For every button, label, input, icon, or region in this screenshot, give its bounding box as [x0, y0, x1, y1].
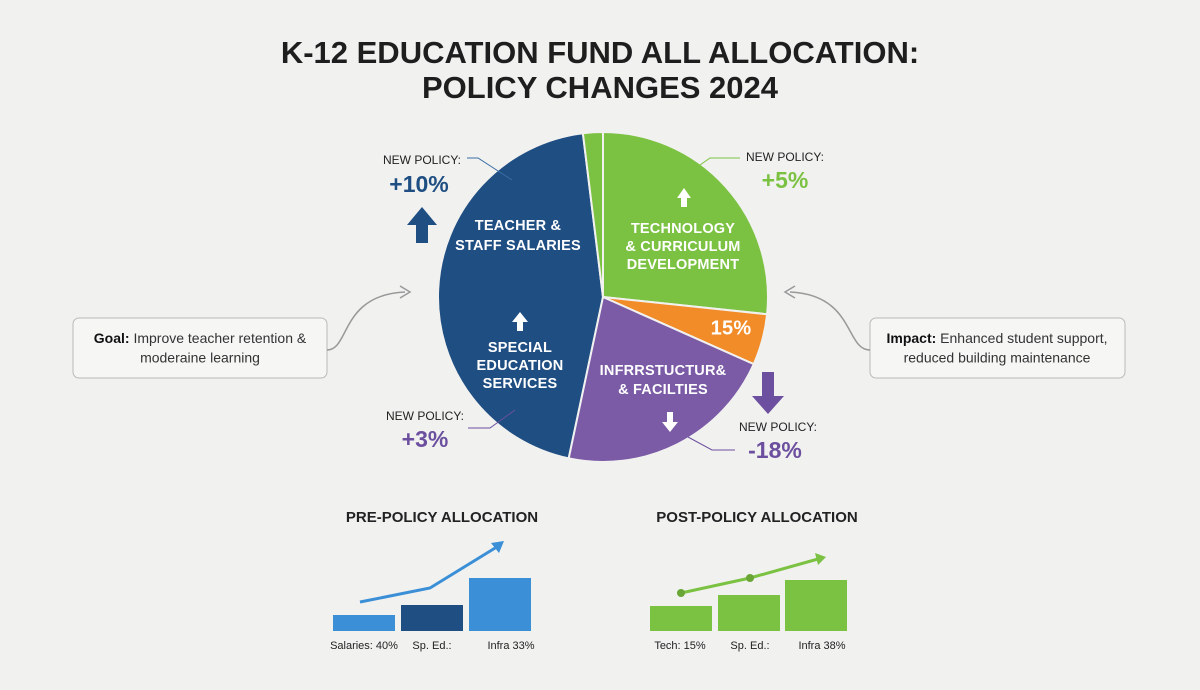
- segment-label: INFRRSTUCTUR&: [600, 363, 727, 379]
- mini-chart-title: PRE-POLICY ALLOCATION: [346, 509, 538, 526]
- goal-line: Improve teacher retention &: [133, 330, 306, 346]
- trend-head: [491, 541, 504, 553]
- callout-value: +10%: [389, 171, 448, 197]
- mini-bar: [650, 606, 712, 631]
- impact-line: reduced building maintenance: [904, 350, 1091, 366]
- mini-chart-title: POST-POLICY ALLOCATION: [656, 509, 857, 526]
- segment-label: TEACHER &: [475, 218, 562, 234]
- goal-line: moderaine learning: [140, 350, 260, 366]
- connector-head: [399, 285, 412, 299]
- connector: [326, 291, 406, 351]
- segment-label: EDUCATION: [477, 358, 564, 374]
- impact-text: Impact: Enhanced student support,: [886, 330, 1107, 346]
- leader-line: [467, 157, 513, 181]
- callout-label: NEW POLICY:: [386, 409, 464, 423]
- title: POLICY CHANGES 2024: [422, 70, 779, 105]
- mini-bar: [333, 615, 395, 631]
- title: K-12 EDUCATION FUND ALL ALLOCATION:: [281, 35, 919, 70]
- up-arrow: [407, 207, 437, 243]
- callout-label: NEW POLICY:: [739, 420, 817, 434]
- pie: [437, 130, 769, 463]
- mini-bar: [469, 578, 531, 631]
- arrow-icon: [662, 412, 678, 432]
- connector: [789, 291, 871, 351]
- trend-dot: [677, 589, 685, 597]
- impact-box: [869, 317, 1126, 379]
- mini-label: Sp. Ed.:: [412, 640, 451, 652]
- segment-label: SERVICES: [483, 376, 558, 392]
- trend-head: [815, 553, 826, 565]
- mini-label: Tech: 15%: [654, 640, 706, 652]
- pie-slice-salaries: [437, 132, 605, 460]
- leader-line: [689, 157, 740, 173]
- trend-dot: [746, 574, 754, 582]
- impact-label: Impact:: [886, 330, 936, 346]
- callout-label: NEW POLICY:: [746, 150, 824, 164]
- callout-value: +5%: [762, 167, 809, 193]
- mini-label: Infra 33%: [487, 640, 534, 652]
- mini-bar: [785, 580, 847, 631]
- arrow-icon: [677, 188, 691, 207]
- pie-slice-technology: [602, 130, 769, 316]
- callout-value: +3%: [402, 426, 449, 452]
- mini-label: Infra 38%: [798, 640, 845, 652]
- segment-label: SPECIAL: [488, 340, 552, 356]
- callout-value: -18%: [748, 437, 802, 463]
- mini-bar: [401, 605, 463, 631]
- trend-line: [359, 543, 501, 604]
- segment-label: & FACILTIES: [618, 382, 708, 398]
- mini-bar: [718, 595, 780, 631]
- goal-label: Goal:: [94, 330, 130, 346]
- connector-head: [783, 285, 796, 299]
- segment-label: TECHNOLOGY: [631, 221, 735, 237]
- impact-line: Enhanced student support,: [940, 330, 1107, 346]
- segment-label: & CURRICULUM: [625, 239, 740, 255]
- segment-label: STAFF SALARIES: [455, 238, 581, 254]
- goal-text: Goal: Improve teacher retention &: [94, 330, 307, 346]
- segment-label: 15%: [711, 317, 752, 339]
- arrow-icon: [512, 312, 528, 331]
- mini-label: Salaries: 40%: [330, 640, 398, 652]
- mini-label: Sp. Ed.:: [730, 640, 769, 652]
- leader-line: [468, 409, 516, 429]
- leader-line: [687, 436, 735, 451]
- goal-box: [72, 317, 328, 379]
- pie-slice-infrastructure: [567, 295, 756, 463]
- callout-label: NEW POLICY:: [383, 153, 461, 167]
- segment-label: DEVELOPMENT: [627, 257, 740, 273]
- down-arrow: [752, 372, 784, 414]
